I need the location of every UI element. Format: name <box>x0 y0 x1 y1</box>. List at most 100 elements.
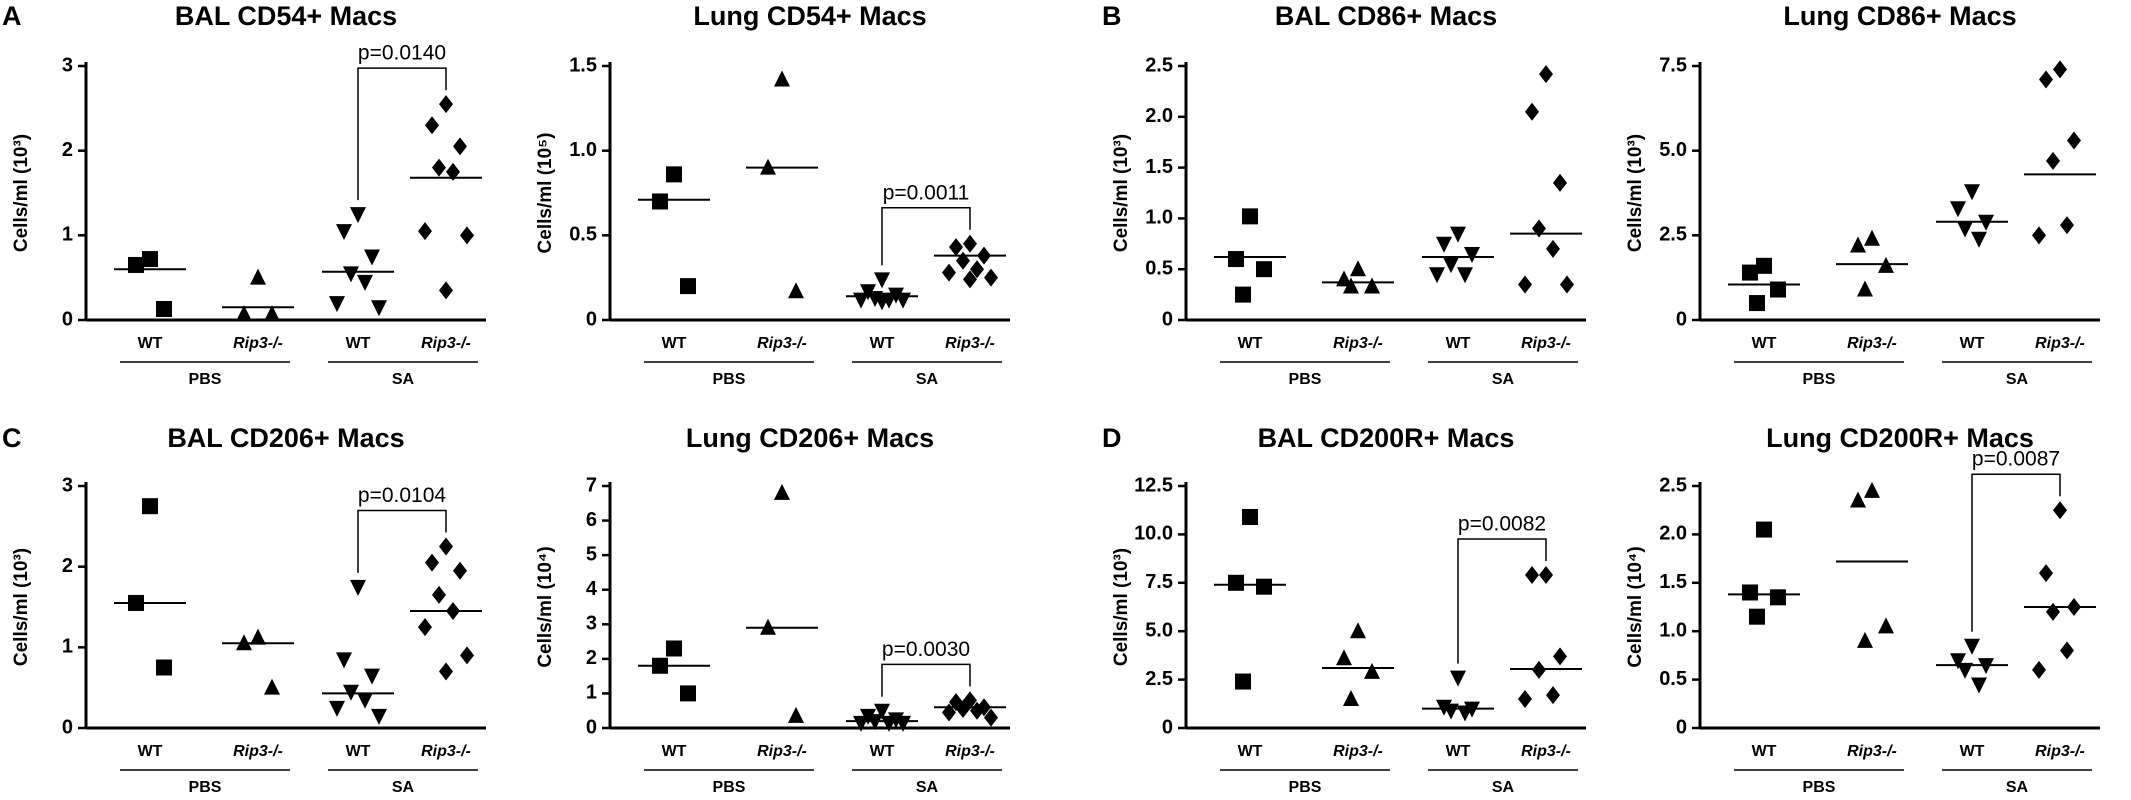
y-axis-label: Cells/ml (10³) <box>11 548 32 666</box>
group-label: SA <box>916 371 939 388</box>
data-point <box>1228 251 1244 268</box>
data-point <box>453 137 467 156</box>
data-point <box>357 274 373 291</box>
data-point <box>371 300 387 317</box>
data-point <box>1364 277 1380 294</box>
y-tick-label: 1.5 <box>1145 156 1173 178</box>
x-tick-label: Rip3-/- <box>945 743 995 760</box>
y-tick-label: 2 <box>586 647 597 669</box>
data-point <box>357 692 373 709</box>
y-tick-label: 2.5 <box>1659 224 1687 246</box>
x-tick-label: WT <box>1446 743 1471 760</box>
data-point <box>1343 689 1359 706</box>
data-point <box>264 678 280 695</box>
y-tick-label: 7 <box>586 474 597 496</box>
data-point <box>1429 267 1445 284</box>
data-point <box>680 685 696 702</box>
x-tick-label: WT <box>1752 335 1777 352</box>
group-label: SA <box>1492 779 1515 796</box>
x-tick-label: Rip3-/- <box>1521 335 1571 352</box>
x-tick-label: Rip3-/- <box>757 335 807 352</box>
data-point <box>156 659 172 676</box>
data-point <box>1756 257 1772 274</box>
group-label: PBS <box>1803 371 1836 388</box>
data-point <box>2046 602 2060 621</box>
data-point <box>350 207 366 224</box>
data-point <box>418 222 432 241</box>
significance-bracket <box>881 663 971 697</box>
y-axis-label: Cells/ml (10³) <box>1625 134 1646 252</box>
chart-title: Lung CD54+ Macs <box>693 1 926 31</box>
y-tick-label: 0 <box>1162 716 1173 738</box>
data-point <box>453 561 467 580</box>
data-point <box>1742 584 1758 601</box>
data-point <box>364 668 380 685</box>
data-point <box>1857 280 1873 297</box>
x-tick-label: Rip3-/- <box>1521 743 1571 760</box>
y-axis-label: Cells/ml (10⁴) <box>535 546 556 667</box>
y-tick-label: 0 <box>586 716 597 738</box>
data-point <box>264 305 280 322</box>
group-label: SA <box>916 779 939 796</box>
data-point <box>1546 239 1560 258</box>
group-label: PBS <box>1289 371 1322 388</box>
y-tick-label: 1.5 <box>1659 571 1687 593</box>
data-point <box>250 268 266 285</box>
x-tick-label: Rip3-/- <box>1847 335 1897 352</box>
data-point <box>432 158 446 177</box>
y-tick-label: 0 <box>62 716 73 738</box>
group-label: PBS <box>189 779 222 796</box>
data-point <box>2046 151 2060 170</box>
data-point <box>156 300 172 317</box>
y-tick-label: 0 <box>1162 308 1173 330</box>
significance-bracket <box>357 509 447 573</box>
data-point <box>1878 617 1894 634</box>
x-tick-label: WT <box>346 335 371 352</box>
y-axis-label: Cells/ml (10⁴) <box>1625 546 1646 667</box>
p-value: p=0.0087 <box>1972 448 2060 471</box>
y-tick-label: 5.0 <box>1659 139 1687 161</box>
chart-title: Lung CD206+ Macs <box>686 423 934 453</box>
data-point <box>2053 501 2067 520</box>
data-point <box>142 498 158 515</box>
data-point <box>984 708 998 727</box>
data-point <box>425 116 439 135</box>
data-point <box>1350 622 1366 639</box>
data-point <box>1235 673 1251 690</box>
data-point <box>1464 246 1480 263</box>
data-point <box>1443 703 1459 720</box>
data-point <box>1957 662 1973 679</box>
y-tick-label: 2 <box>62 555 73 577</box>
data-point <box>1539 65 1553 84</box>
x-tick-label: WT <box>346 743 371 760</box>
data-point <box>942 263 956 282</box>
group-label: PBS <box>1289 779 1322 796</box>
data-point <box>1742 264 1758 281</box>
y-tick-label: 2.5 <box>1145 54 1173 76</box>
data-point <box>956 699 970 718</box>
data-point <box>446 162 460 181</box>
data-point <box>1857 631 1873 648</box>
x-tick-label: WT <box>1960 335 1985 352</box>
data-point <box>680 278 696 295</box>
significance-bracket <box>1457 538 1547 664</box>
data-point <box>1228 574 1244 591</box>
data-point <box>1770 589 1786 606</box>
y-axis-label: Cells/ml (10³) <box>11 134 32 252</box>
data-point <box>329 700 345 717</box>
significance-bracket <box>881 207 971 266</box>
data-point <box>895 715 911 732</box>
data-point <box>1546 686 1560 705</box>
x-tick-label: WT <box>1752 743 1777 760</box>
data-point <box>1964 184 1980 201</box>
chart-title: BAL CD200R+ Macs <box>1258 423 1515 453</box>
data-point <box>963 270 977 289</box>
y-tick-label: 4 <box>586 578 598 600</box>
data-point <box>2039 70 2053 89</box>
y-tick-label: 10.0 <box>1134 523 1173 545</box>
data-point <box>1450 226 1466 243</box>
y-axis-label: Cells/ml (10⁵) <box>535 133 556 254</box>
data-point <box>1850 236 1866 253</box>
data-point <box>1256 261 1272 278</box>
data-point <box>1242 508 1258 525</box>
